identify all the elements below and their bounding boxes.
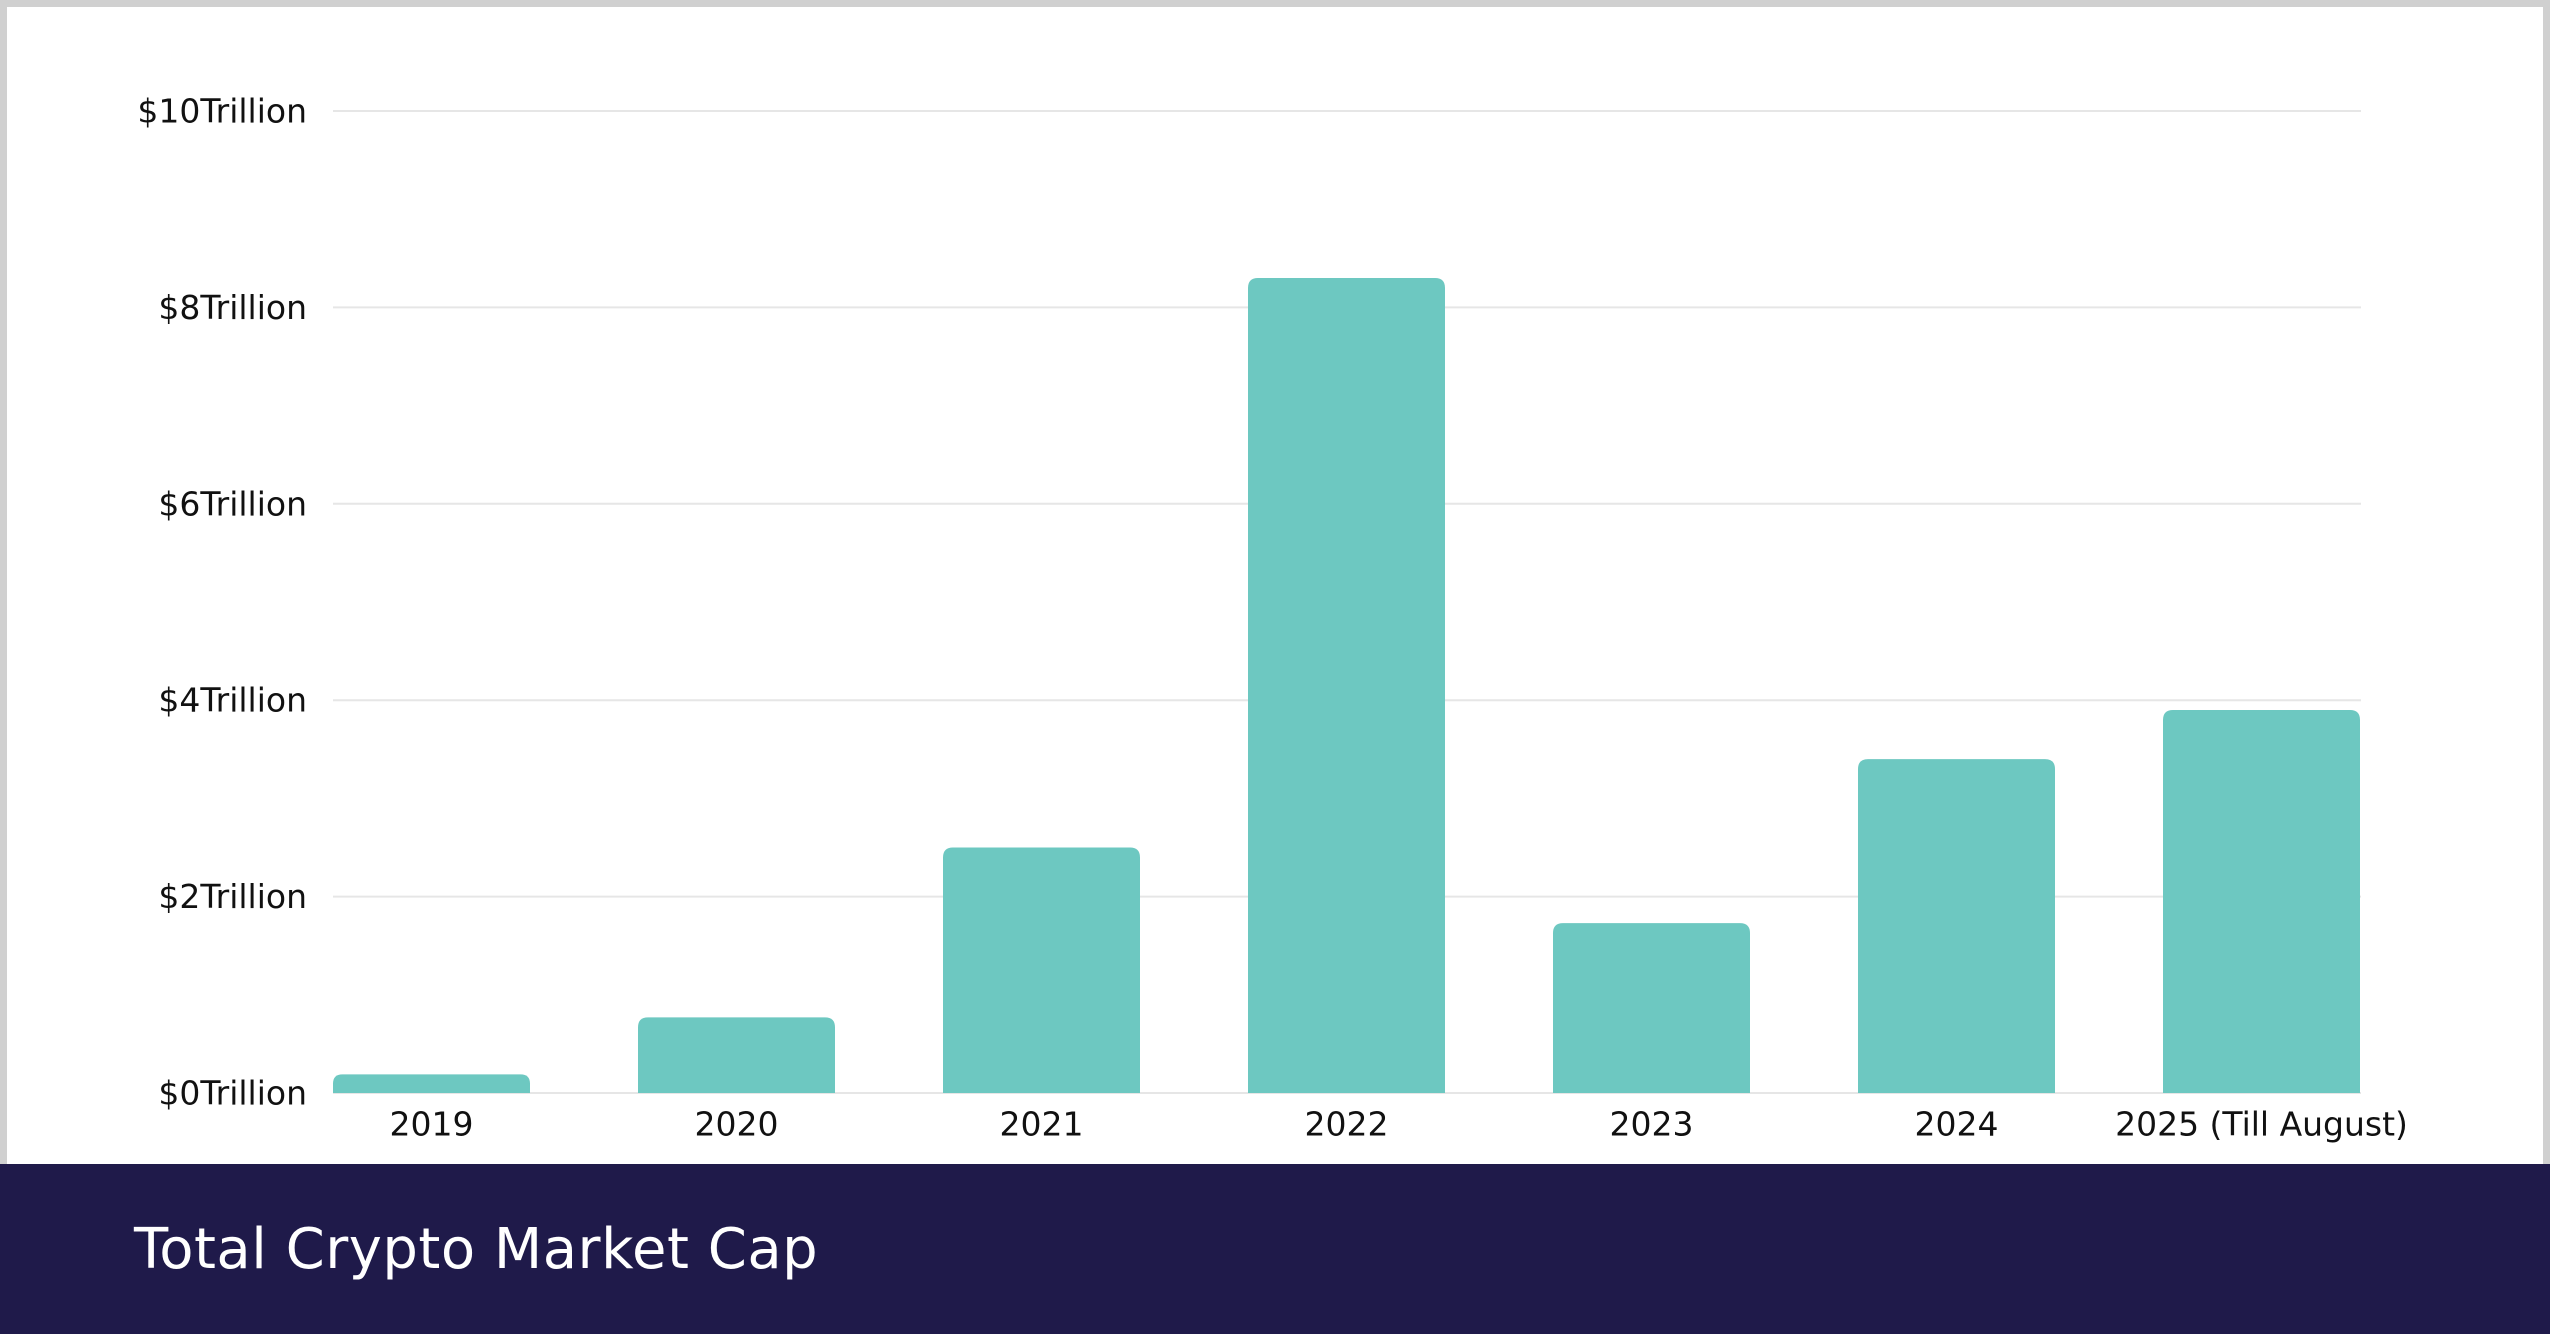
bar-2024 [1858, 759, 2055, 1093]
bars [333, 277, 2360, 1093]
x-tick-label: 2019 [390, 1105, 474, 1144]
bar-2025 [2163, 710, 2360, 1093]
x-axis-tick-labels: 2019 2020 2021 2022 2023 2024 2025 (Till Augus… [390, 1105, 2408, 1144]
bar-chart: $0Trillion $2Trillion $4Trillion $6Trillion… [137, 92, 2408, 1144]
y-tick-label: $2Trillion [158, 877, 307, 916]
y-tick-label: $6Trillion [158, 484, 307, 523]
bar-2021 [943, 847, 1140, 1093]
y-tick-label: $4Trillion [158, 681, 307, 720]
chart-title: Total Crypto Market Cap [134, 1216, 819, 1282]
chart-title-banner: Total Crypto Market Cap [0, 1164, 2550, 1334]
x-tick-label: 2022 [1305, 1105, 1389, 1144]
bar-2019 [333, 1074, 530, 1093]
bar-2023 [1553, 923, 1750, 1093]
y-tick-label: $10Trillion [137, 92, 307, 131]
x-tick-label: 2023 [1610, 1105, 1694, 1144]
x-tick-label: 2025 (Till August) [2115, 1105, 2408, 1144]
x-tick-label: 2020 [695, 1105, 779, 1144]
x-tick-label: 2024 [1915, 1105, 1999, 1144]
y-tick-label: $8Trillion [158, 288, 307, 327]
y-axis-tick-labels: $0Trillion $2Trillion $4Trillion $6Trillion… [137, 92, 307, 1113]
bar-2020 [638, 1017, 835, 1093]
bar-2022 [1248, 277, 1445, 1093]
y-tick-label: $0Trillion [158, 1074, 307, 1113]
x-tick-label: 2021 [1000, 1105, 1084, 1144]
